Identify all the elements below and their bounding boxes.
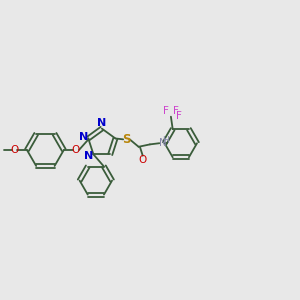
Text: N: N — [97, 118, 106, 128]
Text: H: H — [163, 136, 169, 145]
Text: F: F — [173, 106, 179, 116]
Text: N: N — [159, 138, 167, 148]
Text: O: O — [72, 145, 80, 155]
Text: F: F — [163, 106, 169, 116]
Text: O: O — [11, 145, 19, 155]
Text: O: O — [139, 154, 147, 165]
Text: F: F — [176, 111, 182, 121]
Text: N: N — [79, 132, 88, 142]
Text: N: N — [84, 151, 93, 160]
Text: S: S — [122, 133, 130, 146]
